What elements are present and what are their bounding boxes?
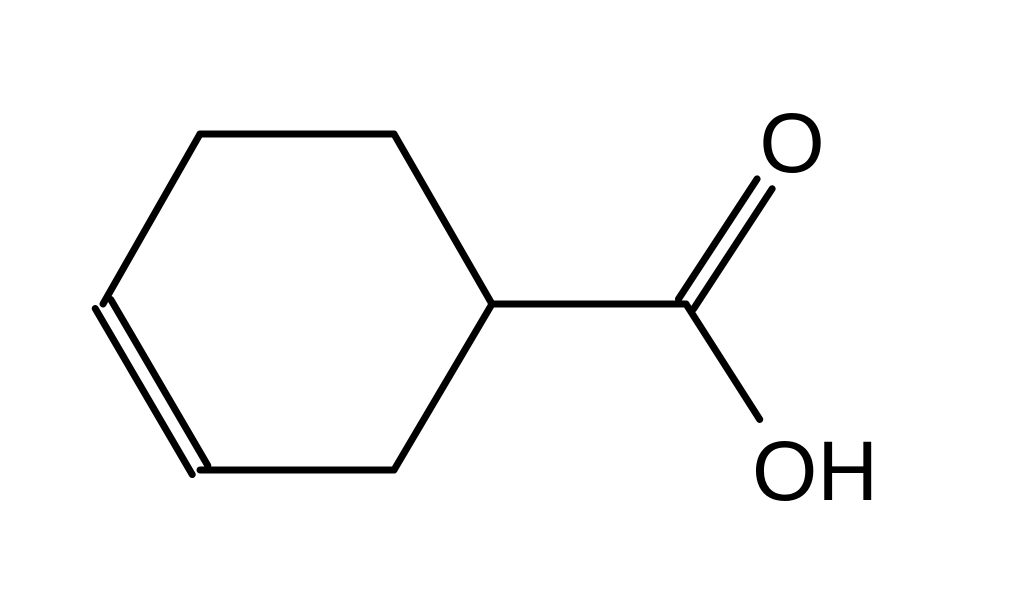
atom-labels-layer: O OH	[752, 96, 878, 518]
bond-line	[95, 309, 192, 475]
atom-label-O2: OH	[752, 424, 878, 518]
bond-line	[111, 299, 208, 465]
bond-line	[394, 134, 492, 304]
bond-line	[686, 304, 760, 419]
bond-line	[394, 304, 492, 470]
bond-line	[694, 189, 773, 309]
bonds-layer	[95, 134, 772, 475]
bond-line	[103, 134, 200, 304]
atom-label-O1: O	[759, 96, 824, 190]
molecule-diagram: O OH	[0, 0, 1009, 600]
bond-line	[678, 179, 757, 299]
